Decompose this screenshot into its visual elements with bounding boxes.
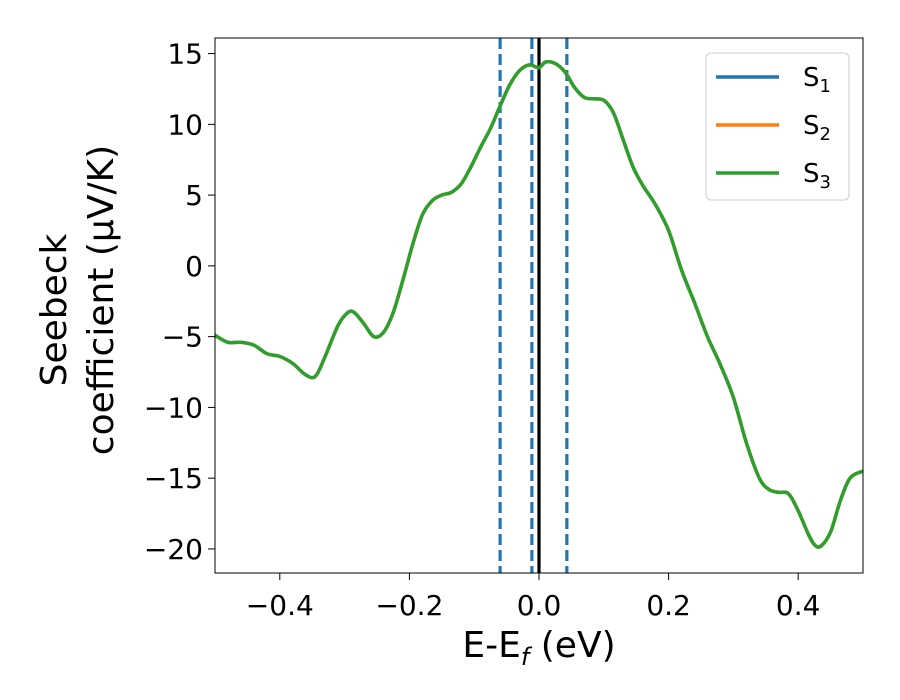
x-axis: −0.4 −0.2 0.0 0.2 0.4	[246, 573, 821, 622]
legend-label-s3: S3	[803, 159, 831, 193]
legend-label-subscript: 3	[820, 172, 831, 193]
x-tick-label: −0.2	[375, 589, 443, 622]
reference-lines	[498, 38, 569, 573]
y-tick-label: 10	[167, 108, 203, 141]
y-tick-label: −15	[144, 462, 203, 495]
series-group	[215, 60, 863, 549]
y-tick-label: 15	[167, 38, 203, 71]
x-axis-label-base: E-E	[462, 625, 520, 666]
legend-label-base: S	[803, 111, 820, 141]
y-tick-label: 5	[185, 179, 203, 212]
x-tick-label: 0.2	[646, 589, 691, 622]
legend-label-s2: S2	[803, 111, 831, 145]
y-axis-label-line1: Seebeck	[34, 233, 75, 386]
legend-label-base: S	[803, 63, 820, 93]
x-axis-label: E-Ef (eV)	[462, 625, 615, 671]
x-tick-label: −0.4	[246, 589, 314, 622]
x-tick-label: 0.4	[776, 589, 821, 622]
y-tick-label: −20	[144, 533, 203, 566]
legend-label-base: S	[803, 159, 820, 189]
legend-label-subscript: 1	[820, 76, 831, 97]
series-line-s3	[215, 60, 863, 549]
x-tick-label: 0.0	[517, 589, 562, 622]
y-axis-label-line2: coefficient (μV/K)	[81, 145, 122, 455]
legend-label-subscript: 2	[820, 124, 831, 145]
y-tick-label: −5	[162, 321, 203, 354]
x-axis-label-unit: (eV)	[529, 625, 615, 666]
y-axis: −20 −15 −10 −5 0 5 10 15	[144, 38, 215, 566]
legend-label-s1: S1	[803, 63, 831, 97]
y-tick-label: −10	[144, 391, 203, 424]
y-tick-label: 0	[185, 250, 203, 283]
